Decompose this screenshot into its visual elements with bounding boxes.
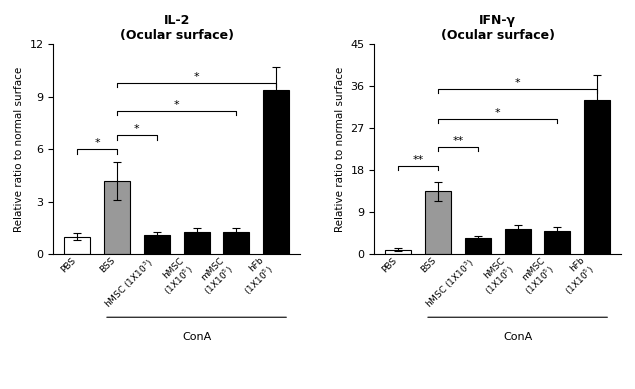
Title: IL-2
(Ocular surface): IL-2 (Ocular surface) [119,14,234,42]
Text: *: * [515,78,521,88]
Text: *: * [174,100,180,110]
Bar [144,235,170,254]
Bar [385,250,411,254]
Text: **: ** [413,155,424,165]
Y-axis label: Relative ratio to normal surface: Relative ratio to normal surface [335,67,345,232]
Bar [224,231,250,254]
Bar [425,191,451,254]
Bar [104,181,130,254]
Bar [544,231,570,254]
Text: *: * [495,108,500,118]
Text: *: * [134,124,140,134]
Text: ConA: ConA [182,332,211,342]
Text: ConA: ConA [503,332,532,342]
Bar [584,100,610,254]
Bar [64,237,90,254]
Text: **: ** [452,136,464,146]
Bar [184,231,210,254]
Bar [465,238,491,254]
Text: *: * [94,138,100,148]
Text: *: * [194,72,199,82]
Title: IFN-γ
(Ocular surface): IFN-γ (Ocular surface) [441,14,555,42]
Y-axis label: Relative ratio to normal surface: Relative ratio to normal surface [14,67,24,232]
Bar [505,229,531,254]
Bar [264,90,289,254]
